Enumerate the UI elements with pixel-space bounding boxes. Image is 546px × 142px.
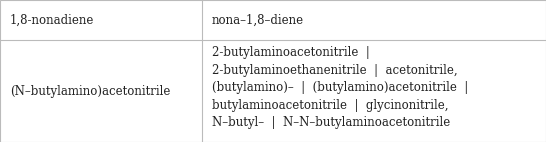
Text: (N–butylamino)acetonitrile: (N–butylamino)acetonitrile xyxy=(10,85,170,98)
Text: 2-butylaminoacetonitrile  |
2-butylaminoethanenitrile  |  acetonitrile,
(butylam: 2-butylaminoacetonitrile | 2-butylaminoe… xyxy=(212,46,468,129)
Text: 1,8-nonadiene: 1,8-nonadiene xyxy=(10,14,94,27)
Text: nona–1,8–diene: nona–1,8–diene xyxy=(212,14,304,27)
